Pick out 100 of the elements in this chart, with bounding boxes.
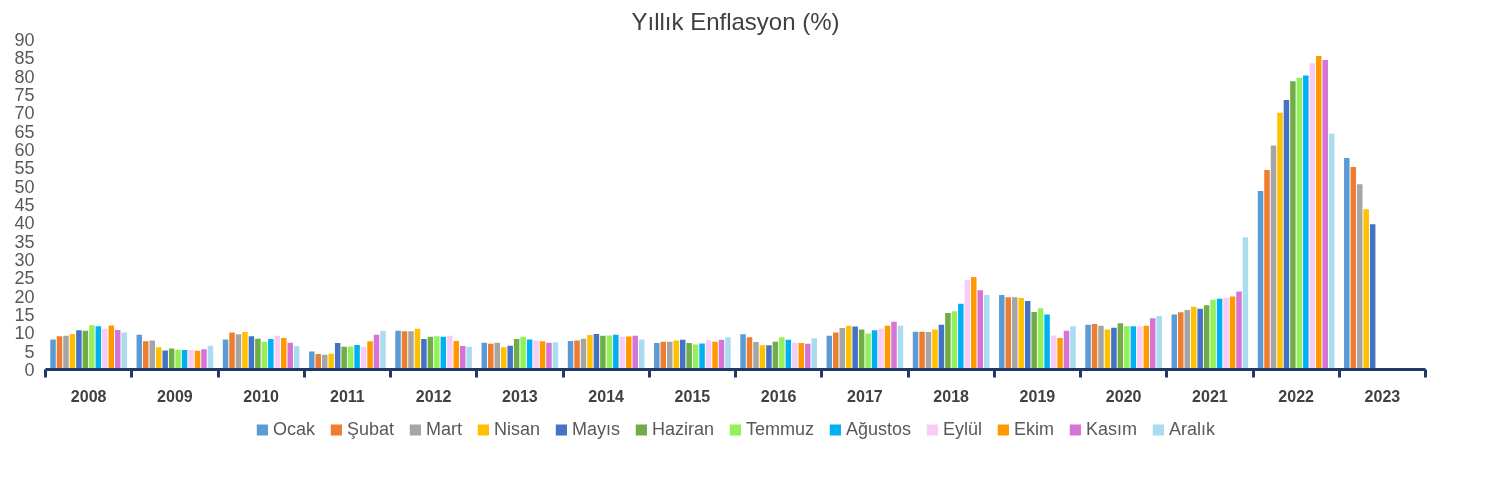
bar: [255, 338, 261, 370]
bar: [1057, 337, 1063, 370]
legend-label: Kasım: [1086, 418, 1138, 440]
bar: [494, 342, 500, 370]
bar: [434, 336, 440, 370]
bar: [613, 334, 619, 370]
legend-label: Eylül: [943, 418, 983, 440]
bar: [447, 335, 453, 370]
bar: [1031, 311, 1037, 370]
bar: [63, 335, 69, 370]
legend-label: Temmuz: [746, 418, 815, 440]
bar: [395, 330, 401, 370]
bar: [1184, 310, 1190, 370]
bar: [574, 340, 580, 370]
bar: [341, 346, 347, 370]
legend-label: Aralık: [1169, 418, 1216, 440]
bar: [779, 337, 785, 370]
y-tick-label: 30: [14, 250, 35, 270]
y-tick-label: 80: [14, 66, 35, 87]
bar: [1264, 170, 1270, 370]
bar: [1369, 224, 1376, 370]
bar: [1178, 312, 1184, 370]
bar: [1018, 298, 1024, 370]
x-tick-label: 2011: [330, 387, 365, 405]
bar: [725, 337, 731, 370]
bar: [1350, 167, 1357, 370]
bar: [686, 343, 692, 370]
bar: [533, 340, 539, 370]
bar: [367, 341, 373, 370]
bar: [1283, 100, 1290, 370]
bar: [891, 321, 897, 370]
bar: [76, 330, 82, 370]
y-tick-label: 5: [24, 341, 35, 362]
bar: [520, 336, 526, 370]
bar: [654, 343, 660, 370]
y-tick-label: 45: [14, 195, 35, 215]
bar: [546, 342, 552, 370]
y-tick-label: 75: [14, 85, 35, 105]
y-tick-label: 0: [24, 360, 35, 380]
bar: [281, 337, 287, 370]
x-tick-label: 2009: [157, 387, 193, 405]
bar: [626, 336, 632, 370]
bar: [102, 328, 108, 370]
bar: [1070, 326, 1076, 370]
bar: [878, 328, 884, 370]
bar: [811, 338, 817, 370]
bar: [632, 335, 638, 370]
bar: [242, 332, 248, 370]
bar: [932, 329, 938, 370]
x-tick-label: 2023: [1364, 387, 1401, 405]
legend-label: Şubat: [346, 418, 394, 440]
bar: [699, 343, 705, 370]
bar: [50, 339, 56, 370]
x-tick-label: 2014: [588, 387, 625, 405]
bar: [753, 342, 759, 370]
bar: [1296, 77, 1303, 370]
bar: [833, 332, 839, 370]
bar: [408, 331, 414, 370]
bar: [143, 341, 149, 370]
bar: [1124, 326, 1130, 370]
bar: [1044, 314, 1050, 370]
legend-label: Ağustos: [846, 418, 912, 440]
bar: [852, 326, 858, 370]
bar: [766, 345, 772, 370]
y-tick-label: 65: [14, 121, 35, 142]
y-tick-label: 90: [14, 30, 35, 50]
bar: [268, 339, 274, 370]
x-tick-label: 2022: [1278, 387, 1315, 405]
bar: [1085, 324, 1091, 370]
legend-label: Ocak: [272, 418, 315, 440]
bar: [1223, 297, 1229, 370]
y-tick-label: 20: [14, 286, 35, 307]
x-tick-label: 2016: [760, 387, 797, 405]
bar: [792, 342, 798, 370]
bar: [488, 343, 494, 370]
bar: [1197, 308, 1203, 370]
x-tick-label: 2020: [1105, 387, 1142, 405]
x-tick-label: 2013: [502, 387, 538, 405]
bar: [421, 339, 427, 370]
bar: [1309, 63, 1316, 370]
bar: [1316, 56, 1322, 370]
y-tick-label: 70: [14, 103, 35, 124]
bar: [587, 335, 593, 370]
bar: [1322, 60, 1328, 370]
bar: [1156, 315, 1162, 370]
bar: [1137, 326, 1143, 370]
bar: [121, 332, 127, 370]
chart-title: Yıllık Enflasyon (%): [631, 7, 840, 35]
bar: [712, 341, 718, 370]
bar: [865, 333, 871, 370]
y-tick-label: 15: [14, 305, 35, 325]
bar: [1328, 133, 1335, 370]
bar: [1277, 112, 1283, 370]
bar: [89, 325, 95, 370]
x-tick-label: 2008: [70, 387, 107, 405]
bar: [600, 335, 606, 370]
bar: [1270, 145, 1277, 370]
bar: [919, 331, 925, 370]
bar: [999, 295, 1005, 370]
bar: [1257, 190, 1264, 370]
